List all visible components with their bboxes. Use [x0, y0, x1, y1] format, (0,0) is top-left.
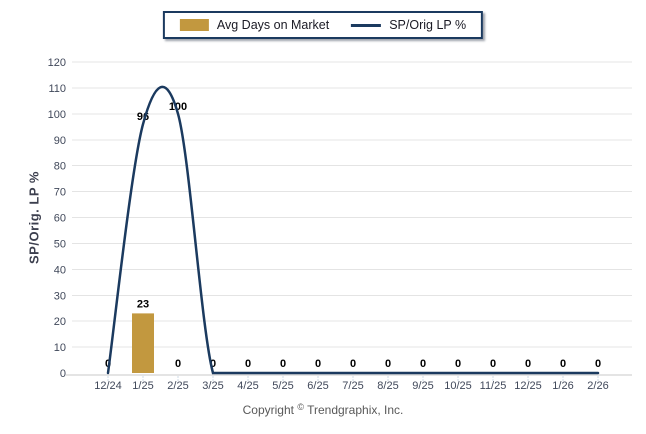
x-tick-label: 1/26	[552, 380, 573, 392]
x-tick-label: 12/24	[94, 380, 122, 392]
y-tick-label: 40	[54, 264, 66, 276]
bar-value-label: 0	[210, 358, 216, 370]
x-tick-label: 2/26	[587, 380, 608, 392]
y-tick-label: 0	[60, 368, 66, 380]
x-tick-label: 12/25	[514, 380, 542, 392]
legend-item-sp-orig-lp: SP/Orig LP %	[351, 18, 466, 32]
x-tick-label: 6/25	[307, 380, 328, 392]
legend-label-sp-orig-lp: SP/Orig LP %	[389, 18, 467, 32]
y-tick-label: 90	[54, 135, 66, 147]
y-tick-label: 80	[54, 161, 66, 173]
x-tick-label: 1/25	[132, 380, 153, 392]
x-tick-label: 2/25	[167, 380, 188, 392]
bar-value-label: 0	[455, 358, 461, 370]
y-tick-label: 60	[54, 213, 66, 225]
y-tick-label: 10	[54, 342, 66, 354]
line-sp-orig-lp	[106, 85, 600, 375]
y-tick-label: 20	[54, 316, 66, 328]
x-tick-label: 10/25	[444, 380, 472, 392]
copyright-prefix: Copyright	[242, 403, 294, 417]
line-value-label: 100	[169, 101, 187, 113]
y-tick-label: 50	[54, 238, 66, 250]
y-tick-label: 30	[54, 290, 66, 302]
bar-value-label: 0	[280, 358, 286, 370]
line-swatch-icon	[351, 23, 382, 27]
bar-value-label: 0	[385, 358, 391, 370]
bar-value-label: 0	[420, 358, 426, 370]
x-tick-label: 11/25	[480, 380, 507, 392]
bar-value-label: 0	[315, 358, 321, 370]
x-tick-label: 7/25	[342, 380, 363, 392]
bar-value-label: 0	[560, 358, 566, 370]
bar-value-label: 0	[350, 358, 356, 370]
bar-value-label: 0	[175, 358, 181, 370]
bar-value-label: 0	[595, 358, 601, 370]
copyright-text: Copyright © Trendgraphix, Inc.	[0, 402, 646, 417]
bar-avg-days-on-market	[132, 313, 154, 373]
y-tick-label: 70	[54, 187, 66, 199]
chart-legend: Avg Days on Market SP/Orig LP %	[162, 11, 484, 39]
bar-value-label: 0	[490, 358, 496, 370]
legend-label-avg-days: Avg Days on Market	[216, 18, 330, 32]
x-tick-label: 4/25	[237, 380, 258, 392]
y-tick-label: 100	[48, 109, 66, 121]
bar-value-label: 0	[525, 358, 531, 370]
x-tick-label: 3/25	[202, 380, 223, 392]
bar-value-label: 23	[137, 298, 149, 310]
bar-swatch-icon	[179, 19, 209, 31]
x-tick-label: 8/25	[377, 380, 398, 392]
legend-item-avg-days-on-market: Avg Days on Market	[179, 18, 330, 32]
y-tick-label: 110	[48, 83, 66, 95]
y-tick-label: 120	[48, 57, 66, 69]
copyright-company: Trendgraphix, Inc.	[307, 403, 404, 417]
x-tick-label: 9/25	[412, 380, 433, 392]
x-tick-label: 5/25	[272, 380, 293, 392]
bar-value-label: 0	[245, 358, 251, 370]
copyright-symbol-icon: ©	[297, 402, 304, 412]
